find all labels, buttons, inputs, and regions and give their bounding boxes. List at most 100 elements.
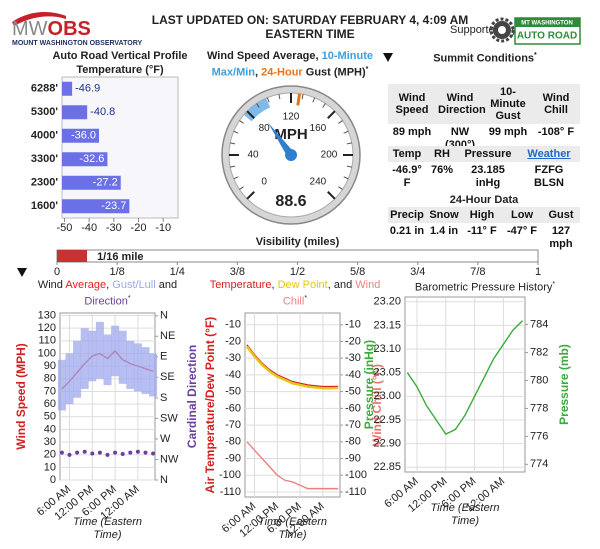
gust-lull-band	[80, 328, 89, 389]
sponsor-top: MT WASHINGTON	[521, 21, 573, 27]
y2-tick-label: E	[160, 351, 167, 363]
x-tick-label: 1/4	[170, 266, 185, 278]
y-tick-label: 90	[44, 360, 56, 372]
gauge-tick-label: 200	[321, 150, 338, 161]
column-header: Pressure	[458, 146, 518, 162]
chart-title: Wind Average, Gust/Lull and Direction*	[25, 278, 190, 309]
y-tick-label: 22.85	[373, 461, 401, 473]
gauge-tick-label: 120	[283, 112, 300, 123]
chart-title: Temperature, Dew Point, and Wind Chill*	[200, 278, 390, 309]
point	[128, 450, 133, 455]
minor-tick	[338, 120, 343, 124]
legend-entry: Wind Chill	[282, 279, 381, 308]
minor-tick	[278, 94, 281, 100]
cell-value: FZFG BLSN	[534, 164, 564, 189]
updated-time: LAST UPDATED ON: SATURDAY FEBRUARY 4, 4:…	[151, 13, 469, 41]
footnote-mark: *	[552, 281, 556, 288]
y-tick-label: 100	[38, 347, 56, 359]
footnote-mark: *	[365, 66, 369, 73]
gust-lull-band	[95, 321, 104, 379]
minor-tick	[343, 176, 349, 180]
column-header[interactable]: Weather	[518, 146, 580, 162]
collapse-arrow[interactable]	[383, 53, 393, 62]
y-tick-label: -60	[225, 402, 241, 414]
y-tick-label: -50	[225, 386, 241, 398]
x-tick-label: 3/8	[230, 266, 245, 278]
point	[90, 451, 95, 456]
gauge-tick-label: 240	[310, 177, 327, 188]
gust-lull-band	[103, 334, 112, 386]
gust-lull-band	[141, 347, 150, 394]
x-tick-label: 7/8	[470, 266, 485, 278]
column-header: Gust	[542, 207, 580, 223]
header-row: Wind Speed Wind Direction 10-Minute Gust Wi…	[388, 84, 580, 124]
logo-swoosh	[12, 12, 66, 26]
gust-lull-band	[88, 330, 97, 382]
minor-tick	[301, 94, 304, 100]
value-label: -23.7	[101, 200, 126, 212]
column-header: RH	[426, 146, 458, 162]
sponsor-bottom: AUTO ROAD	[517, 31, 577, 42]
y2-tick-label: -100	[345, 469, 367, 481]
header-row: Precip Snow High Low Gust	[388, 207, 580, 223]
y-tick-label: -70	[225, 419, 241, 431]
point	[75, 450, 80, 455]
cell-value: -47° F	[506, 225, 538, 237]
chart-title: Barometric Pressure History*	[395, 278, 575, 295]
sponsor-band	[515, 18, 580, 27]
cell-value: 99 mph	[488, 126, 528, 138]
cell-value: 0.21 in	[389, 225, 425, 237]
logo: MWOBS	[12, 18, 91, 40]
y2-axis-title: Wind Chill (°F)	[370, 364, 384, 446]
gauge-tick-label: 40	[247, 150, 259, 161]
line	[406, 320, 524, 436]
plot-area	[244, 312, 341, 498]
y-tick-label: 20	[44, 449, 56, 461]
bar	[62, 199, 130, 214]
cell-value: -46.9° F	[392, 164, 422, 189]
line	[246, 441, 339, 490]
point	[120, 451, 125, 456]
bar	[62, 175, 121, 190]
y-tick-label: 60	[44, 398, 56, 410]
category-label: 1600'	[31, 200, 58, 212]
gauge-tick-label: 160	[310, 123, 327, 134]
title-text: Barometric Pressure History	[414, 281, 553, 294]
title-part: 10-Minute Max/Min	[211, 50, 373, 79]
minor-tick	[239, 186, 244, 190]
tick-mark	[246, 110, 255, 119]
gauge-unit: MPH	[274, 126, 307, 143]
title-text: ,	[106, 279, 113, 291]
max-min-band	[243, 98, 271, 122]
y-tick-label: 22.95	[373, 414, 401, 426]
footnote-mark: *	[127, 295, 131, 302]
minor-tick	[230, 142, 236, 145]
y-tick-label: 23.05	[373, 367, 401, 379]
point	[105, 452, 110, 457]
x-axis-title: Time (Eastern Time)	[258, 516, 327, 541]
minor-tick	[312, 97, 316, 103]
x-axis-title: Time (Eastern Time)	[430, 502, 500, 527]
minor-tick	[233, 130, 239, 134]
x-tick-label: 1/8	[109, 266, 124, 278]
x-tick-label: -50	[57, 222, 73, 234]
conditions-table: Wind Speed Wind Direction 10-Minute Gust Wi…	[388, 84, 580, 154]
y-axis-title: Wind Speed (MPH)	[14, 343, 28, 450]
x-tick-label: 1	[535, 266, 541, 278]
y2-tick-label: W	[160, 433, 171, 445]
x-axis-title: Time (Eastern Time)	[73, 516, 142, 541]
x-tick-label: -30	[106, 222, 122, 234]
y2-tick-label: S	[160, 392, 167, 404]
collapse-arrow[interactable]	[17, 268, 27, 277]
column-header: Low	[502, 207, 542, 223]
y2-tick-label: NW	[160, 453, 179, 465]
title-text: and	[155, 279, 178, 291]
y2-tick-label: N	[160, 474, 168, 486]
column-header: Wind Direction	[436, 84, 486, 124]
line	[245, 345, 339, 390]
legend-entry: Dew Point	[277, 279, 328, 291]
y-tick-label: 23.20	[373, 296, 401, 308]
title-part: ,	[255, 66, 262, 79]
cell-value: 89 mph	[392, 126, 432, 138]
